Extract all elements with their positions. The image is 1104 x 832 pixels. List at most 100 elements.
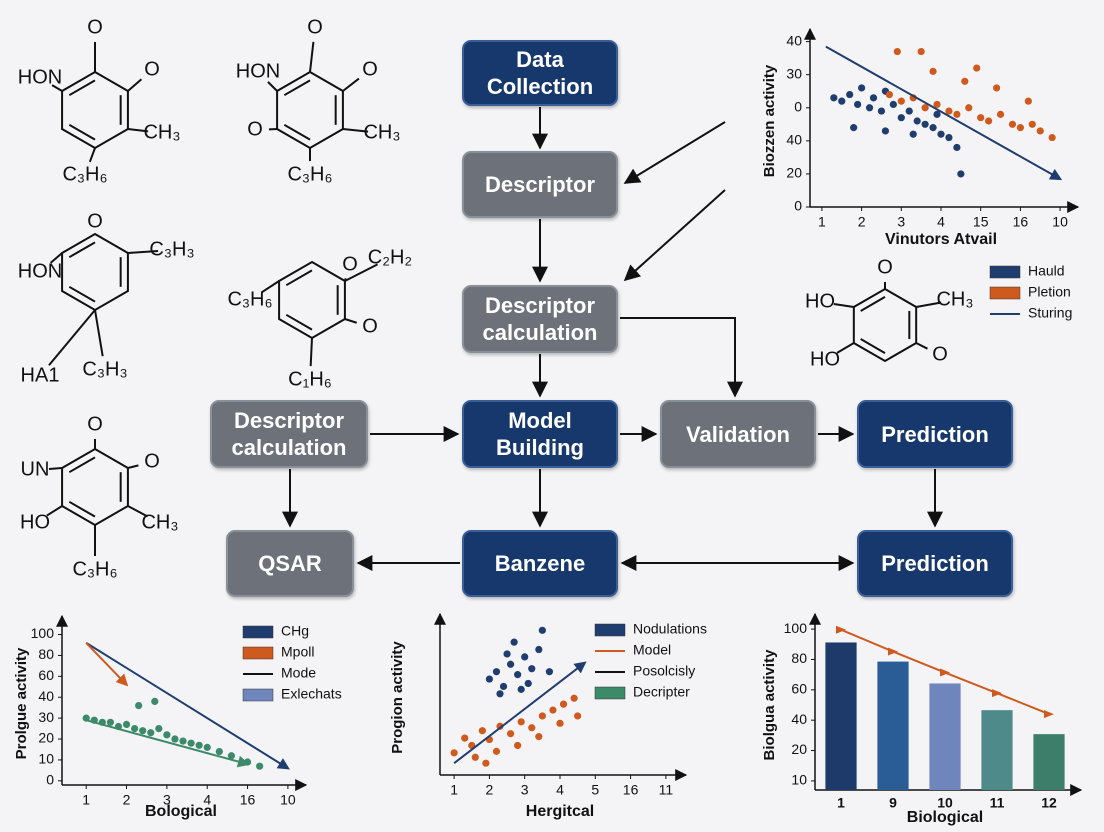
point [985,117,993,125]
atom-label: CH₃ [141,511,178,533]
point [1048,133,1056,142]
y-tick-label: 100 [784,620,808,636]
legend-swatch [989,265,1021,279]
point [131,724,139,733]
legend-label: Hauld [1028,263,1065,279]
point [921,104,929,112]
point [471,753,479,761]
point [570,694,578,702]
point [854,100,862,109]
y-axis-label: Prolgue activity [13,647,30,759]
bond [127,78,143,92]
legend-label: Mpoll [281,644,314,660]
legend-label: CHg [281,623,309,639]
x-tick-label: 2 [858,214,866,230]
point [1036,127,1044,135]
point [889,100,897,109]
point [514,671,522,679]
atom-label: HON [236,60,280,82]
point [992,84,1001,92]
point [535,733,543,741]
x-tick-label: 1 [82,792,90,808]
atom-label: HO [20,511,50,533]
trend-marker [940,668,950,677]
ring [852,287,918,363]
point [538,712,546,720]
point [506,660,515,668]
bond [309,337,313,367]
point [977,114,985,122]
atom-label: CH₃ [936,288,973,310]
point [945,107,953,115]
point [973,64,981,72]
bond [915,301,942,308]
bond [915,342,928,350]
bond [48,467,63,470]
trend-line [85,642,129,687]
point [528,665,536,673]
point [957,170,965,178]
ring [61,447,129,527]
point [538,626,546,634]
molecule: C₃H₆ O C₂H₂ O C₁H₆ [227,246,412,390]
x-tick-label: 1 [818,214,826,230]
point [503,650,511,658]
point [893,47,901,56]
point [528,724,536,732]
point [945,133,953,142]
atom-label: O [362,315,378,337]
x-tick-label: 16 [623,782,639,798]
point [830,94,838,102]
y-tick-label: 10 [38,751,54,767]
point [933,110,941,118]
bond [127,505,149,518]
point [179,737,187,745]
x-tick-label: 11 [990,795,1005,811]
chart: Progion activity Hergitcal 1 2 3 4 5 16 11 Nodula… [389,612,707,820]
y-tick-label: 20 [791,741,807,757]
trend-marker [1044,710,1054,719]
bar [929,683,961,790]
arrow [623,121,726,184]
point [877,107,886,115]
point [559,700,568,708]
point [549,706,557,714]
point [243,758,252,766]
point [524,679,532,688]
double-bond [285,269,313,287]
y-tick-label: 80 [791,650,807,666]
point [1028,120,1036,128]
point [106,718,115,726]
point [147,729,155,737]
point [897,97,905,105]
bond [836,342,855,354]
point [905,107,913,115]
point [885,90,893,99]
atom-label: O [87,413,103,435]
x-axis-label: Vinutors Atvail [885,231,997,248]
y-tick-label: 40 [38,688,54,704]
point [155,724,163,733]
point [535,645,543,654]
bar [825,642,857,790]
y-tick-label: 60 [38,667,54,683]
flow-node: Descriptor calculation [462,285,618,353]
point [122,720,131,728]
point [215,747,223,756]
y-tick-label: 40 [791,711,807,727]
point [996,110,1005,118]
y-axis-label: Progion activity [389,641,406,754]
x-tick-label: 4 [937,214,945,230]
point [897,114,905,122]
x-tick-label: 4 [556,782,564,798]
y-tick-label: 0 [794,198,802,214]
point [545,668,554,676]
double-bond [68,500,96,518]
y-tick-label: 80 [38,646,54,662]
point [517,718,525,726]
bond [127,128,149,133]
double-bond [68,456,96,474]
double-bond [860,338,886,354]
